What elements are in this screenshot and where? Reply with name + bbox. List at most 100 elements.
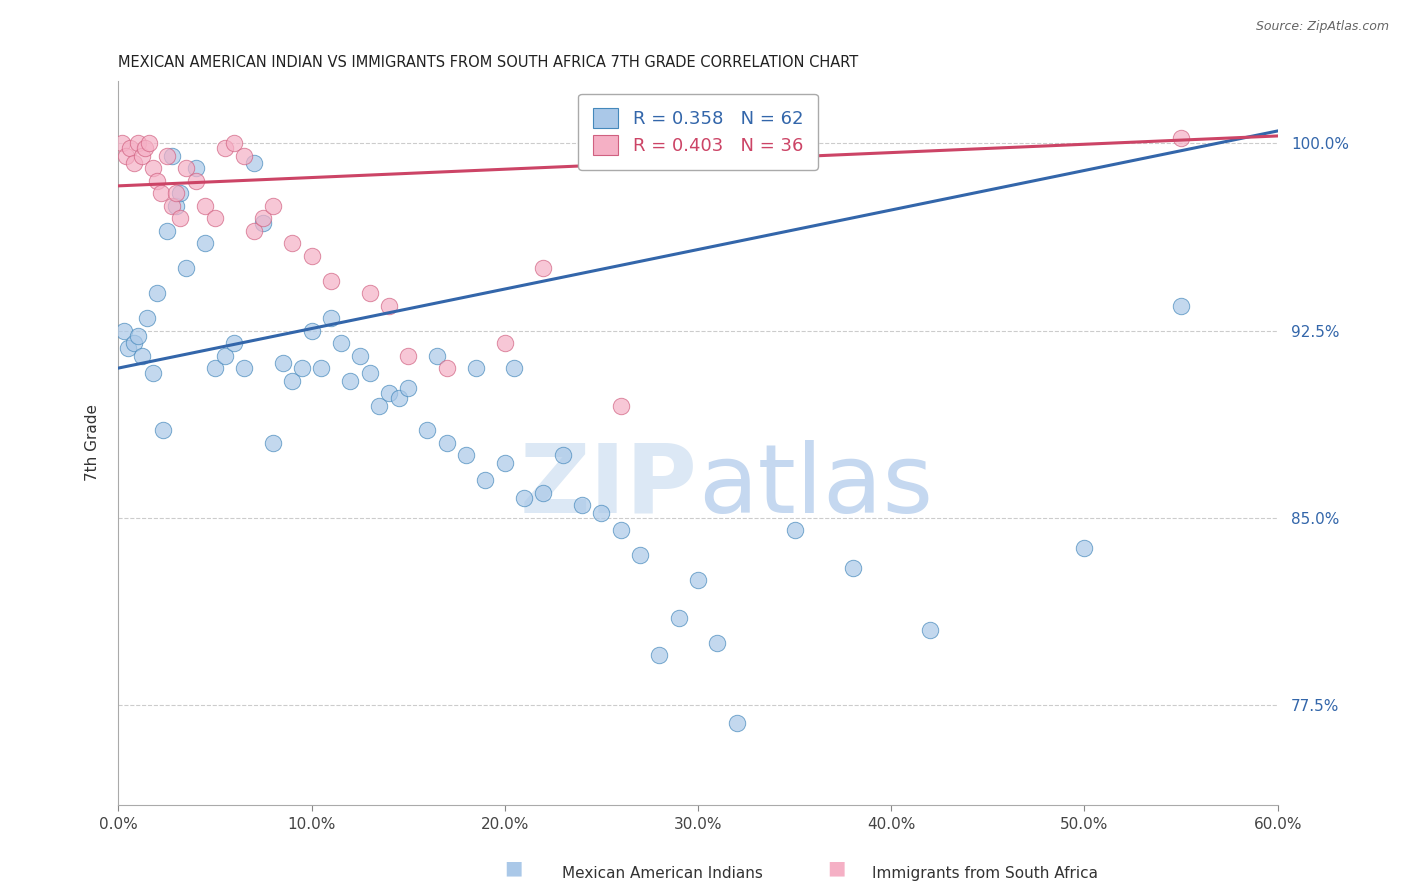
Point: [1170, 131, 1192, 145]
Point: [1073, 541, 1095, 555]
Point: [165, 199, 187, 213]
Point: [686, 574, 709, 588]
Point: [156, 224, 179, 238]
Point: [387, 391, 409, 405]
Point: [426, 349, 449, 363]
Point: [162, 199, 184, 213]
Point: [131, 349, 153, 363]
Point: [494, 456, 516, 470]
Point: [112, 324, 135, 338]
Point: [513, 491, 536, 505]
Point: [291, 361, 314, 376]
Point: [224, 136, 246, 151]
Point: [162, 149, 184, 163]
Point: [456, 449, 478, 463]
Point: [214, 141, 236, 155]
Point: [134, 141, 156, 155]
Point: [359, 366, 381, 380]
Point: [628, 549, 651, 563]
Point: [725, 715, 748, 730]
Text: Source: ZipAtlas.com: Source: ZipAtlas.com: [1256, 20, 1389, 33]
Point: [122, 156, 145, 170]
Point: [368, 399, 391, 413]
Point: [252, 216, 274, 230]
Point: [301, 249, 323, 263]
Point: [378, 299, 401, 313]
Point: [127, 136, 149, 151]
Point: [494, 336, 516, 351]
Point: [396, 349, 419, 363]
Point: [319, 274, 342, 288]
Point: [609, 524, 631, 538]
Point: [262, 436, 284, 450]
Point: [319, 311, 342, 326]
Point: [359, 286, 381, 301]
Legend: R = 0.358   N = 62, R = 0.403   N = 36: R = 0.358 N = 62, R = 0.403 N = 36: [578, 94, 817, 169]
Point: [918, 623, 941, 637]
Point: [194, 199, 217, 213]
Point: [349, 349, 371, 363]
Point: [551, 449, 574, 463]
Point: [609, 399, 631, 413]
Point: [136, 311, 159, 326]
Point: [416, 424, 439, 438]
Point: [214, 349, 236, 363]
Point: [242, 224, 264, 238]
Point: [339, 374, 361, 388]
Point: [281, 236, 304, 251]
Point: [503, 361, 526, 376]
Text: MEXICAN AMERICAN INDIAN VS IMMIGRANTS FROM SOUTH AFRICA 7TH GRADE CORRELATION CH: MEXICAN AMERICAN INDIAN VS IMMIGRANTS FR…: [118, 55, 859, 70]
Point: [149, 186, 172, 201]
Point: [174, 161, 197, 176]
Text: ■: ■: [503, 859, 523, 878]
Point: [169, 186, 191, 201]
Point: [115, 149, 138, 163]
Point: [194, 236, 217, 251]
Point: [464, 361, 486, 376]
Text: ■: ■: [827, 859, 846, 878]
Point: [142, 366, 165, 380]
Point: [281, 374, 304, 388]
Point: [127, 328, 149, 343]
Point: [329, 336, 352, 351]
Point: [271, 356, 294, 370]
Y-axis label: 7th Grade: 7th Grade: [86, 404, 100, 482]
Point: [111, 136, 134, 151]
Point: [224, 336, 246, 351]
Point: [174, 261, 197, 276]
Point: [122, 336, 145, 351]
Point: [706, 635, 728, 649]
Point: [378, 386, 401, 401]
Point: [184, 174, 207, 188]
Point: [146, 286, 169, 301]
Point: [233, 149, 256, 163]
Point: [648, 648, 671, 662]
Point: [668, 610, 690, 624]
Point: [252, 211, 274, 226]
Point: [783, 524, 806, 538]
Point: [131, 149, 153, 163]
Point: [165, 186, 187, 201]
Point: [146, 174, 169, 188]
Point: [169, 211, 191, 226]
Point: [533, 486, 555, 500]
Point: [242, 156, 264, 170]
Point: [436, 436, 458, 450]
Point: [118, 141, 141, 155]
Text: ZIP: ZIP: [520, 440, 697, 533]
Point: [204, 211, 226, 226]
Point: [533, 261, 555, 276]
Point: [474, 474, 496, 488]
Point: [396, 381, 419, 395]
Point: [152, 424, 174, 438]
Point: [156, 149, 179, 163]
Text: Mexican American Indians: Mexican American Indians: [562, 866, 763, 881]
Point: [309, 361, 332, 376]
Point: [1170, 299, 1192, 313]
Point: [262, 199, 284, 213]
Text: atlas: atlas: [697, 440, 934, 533]
Point: [142, 161, 165, 176]
Point: [571, 499, 593, 513]
Text: Immigrants from South Africa: Immigrants from South Africa: [872, 866, 1098, 881]
Point: [436, 361, 458, 376]
